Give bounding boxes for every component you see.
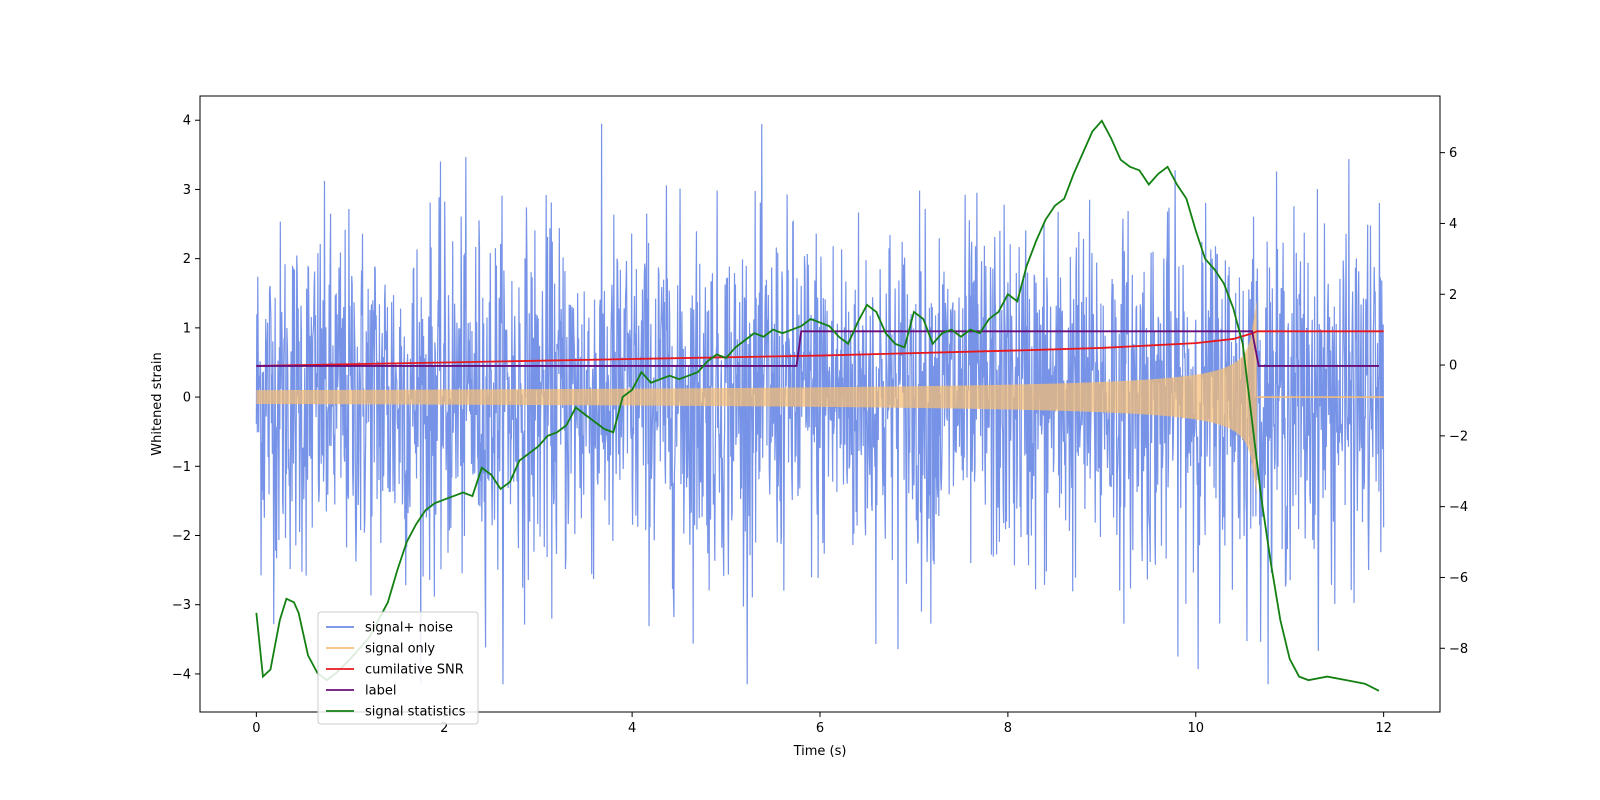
legend-box bbox=[317, 611, 479, 725]
y2-tick-label: −4 bbox=[1449, 500, 1468, 515]
y2-tick-label: 2 bbox=[1449, 288, 1457, 303]
legend-label-text: label bbox=[365, 684, 396, 699]
y-tick-label: −3 bbox=[172, 598, 191, 613]
series-signal-statistics bbox=[255, 119, 1380, 692]
y2-tick-label: 6 bbox=[1449, 146, 1457, 161]
y-tick-label: 0 bbox=[183, 391, 191, 406]
y-tick-label: −2 bbox=[172, 529, 191, 544]
y-axis-right: −8 −6 −4 −2 0 2 4 6 bbox=[1440, 146, 1468, 657]
x-tick-label: 12 bbox=[1375, 721, 1392, 736]
x-tick-label: 0 bbox=[252, 721, 260, 736]
y-axis-left: −4 −3 −2 −1 0 1 2 3 4 bbox=[172, 114, 200, 682]
y-tick-label: 3 bbox=[183, 183, 191, 198]
x-tick-label: 2 bbox=[440, 721, 448, 736]
series-label bbox=[256, 330, 1379, 367]
legend-signal-only-text: signal only bbox=[365, 642, 435, 657]
x-tick-label: 8 bbox=[1004, 721, 1012, 736]
y-tick-label: −4 bbox=[172, 667, 191, 682]
y2-tick-label: −2 bbox=[1449, 429, 1468, 444]
series-cumilative-snr bbox=[256, 330, 1384, 367]
y-tick-label: 4 bbox=[183, 114, 191, 129]
legend-cumilative-snr-text: cumilative SNR bbox=[365, 663, 464, 678]
plot-area bbox=[255, 119, 1385, 692]
y2-tick-label: −6 bbox=[1449, 571, 1468, 586]
x-tick-label: 6 bbox=[816, 721, 824, 736]
x-tick-label: 4 bbox=[628, 721, 636, 736]
y-tick-label: 2 bbox=[183, 252, 191, 267]
legend: signal+ noise signal only cumilative SNR la… bbox=[317, 611, 479, 725]
x-axis-title: Time (s) bbox=[793, 744, 847, 759]
y2-tick-label: 0 bbox=[1449, 359, 1457, 374]
y-tick-label: −1 bbox=[172, 460, 191, 475]
y2-tick-label: −8 bbox=[1449, 642, 1468, 657]
legend-signal-noise-text: signal+ noise bbox=[365, 621, 453, 636]
y-axis-title: Whitened strain bbox=[150, 352, 165, 455]
series-signal-only-band bbox=[256, 300, 1257, 494]
x-tick-label: 10 bbox=[1187, 721, 1204, 736]
y-tick-label: 1 bbox=[183, 321, 191, 336]
y2-tick-label: 4 bbox=[1449, 217, 1457, 232]
legend-signal-statistics-text: signal statistics bbox=[365, 705, 466, 720]
x-axis: 0 2 4 6 8 10 12 bbox=[252, 712, 1392, 736]
